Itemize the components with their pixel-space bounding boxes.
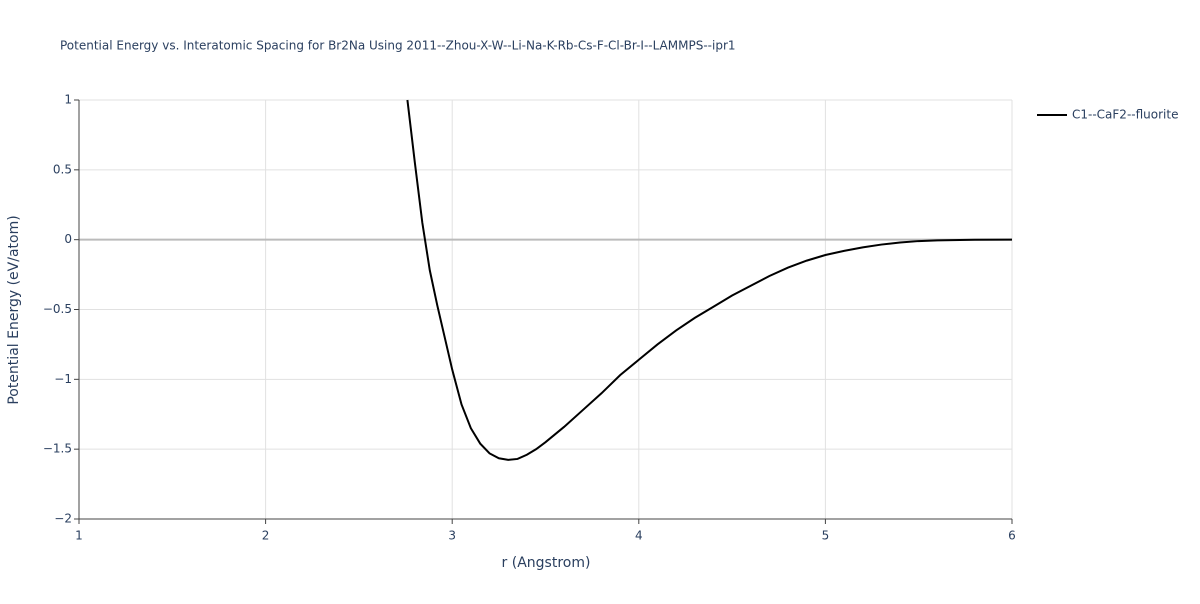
y-tick-label: 0 xyxy=(64,232,72,246)
y-tick-label: −0.5 xyxy=(43,302,72,316)
y-tick-label: −2 xyxy=(54,512,72,526)
x-axis-label: r (Angstrom) xyxy=(502,555,591,571)
x-tick-label: 6 xyxy=(1008,529,1016,543)
chart-title: Potential Energy vs. Interatomic Spacing… xyxy=(60,39,736,53)
y-tick-label: 0.5 xyxy=(53,162,72,176)
y-axis-label: Potential Energy (eV/atom) xyxy=(6,215,22,404)
y-tick-label: −1.5 xyxy=(43,442,72,456)
legend-label: C1--CaF2--fluorite xyxy=(1072,108,1178,122)
y-tick-label: 1 xyxy=(64,93,72,107)
line-series xyxy=(406,99,1013,461)
x-tick-label: 4 xyxy=(635,529,643,543)
x-tick-label: 2 xyxy=(262,529,270,543)
y-tick-label: −1 xyxy=(54,372,72,386)
x-tick-label: 1 xyxy=(75,529,83,543)
x-tick-label: 5 xyxy=(822,529,830,543)
x-tick-label: 3 xyxy=(448,529,456,543)
